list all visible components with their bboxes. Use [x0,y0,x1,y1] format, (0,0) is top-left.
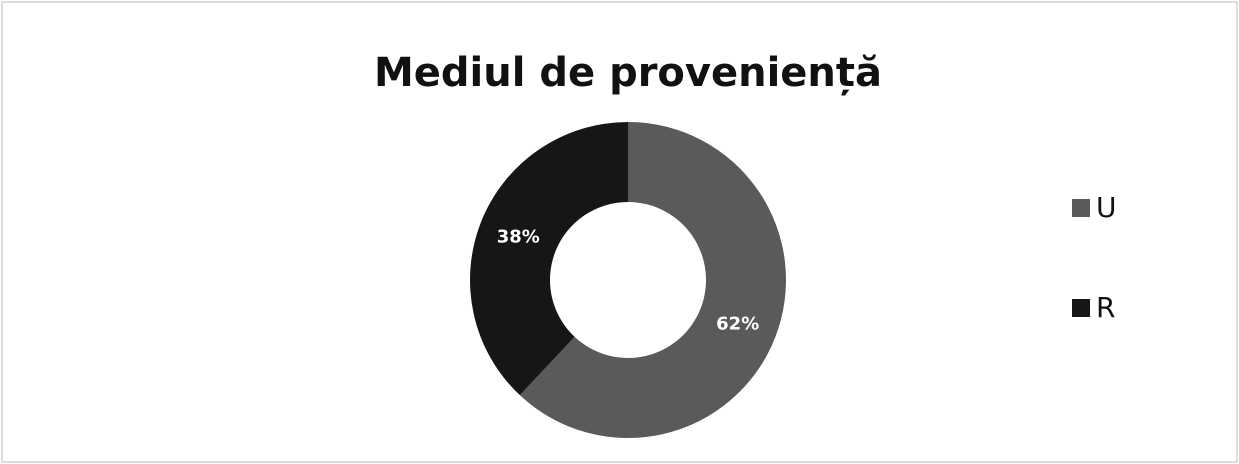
chart-title: Mediul de proveniență [374,50,882,96]
donut-segment [519,122,787,438]
legend-label: U [1096,191,1117,224]
data-label: 62% [716,313,759,334]
data-label-box [488,219,549,254]
donut-segment [470,122,628,396]
legend-swatch [1072,299,1090,317]
data-label-box [707,306,768,341]
legend-label: R [1096,291,1115,324]
data-label: 38% [497,227,540,248]
legend-swatch [1072,199,1090,217]
